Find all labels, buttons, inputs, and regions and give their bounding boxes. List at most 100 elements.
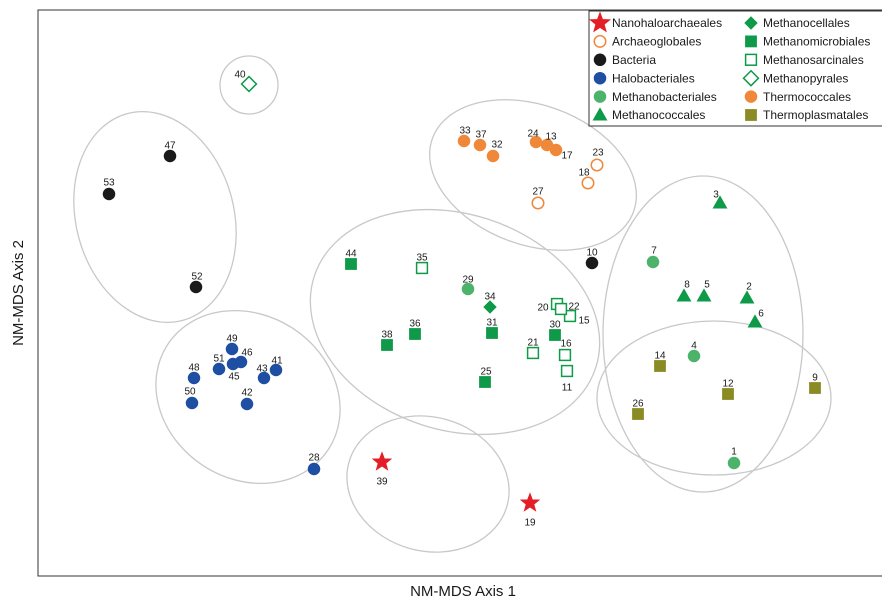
legend-marker-2 [593,34,607,48]
point-7 [646,255,660,269]
point-6 [747,314,763,328]
point-39 [371,451,393,471]
point-label-53: 53 [103,178,115,189]
point-label-26: 26 [632,399,644,410]
point-label-18: 18 [578,168,590,179]
cluster-ellipse-2 [73,110,237,324]
point-label-30: 30 [549,320,561,331]
point-label-48: 48 [188,363,200,374]
point-3 [712,195,728,209]
point-47 [163,149,177,163]
legend-entry-3: Bacteria [612,53,656,67]
data-points [102,75,821,512]
point-label-29: 29 [462,275,474,286]
legend-marker-1 [588,11,612,33]
legend-entry-9: Methanosarcinales [763,53,864,67]
point-label-40: 40 [234,70,246,81]
legend-marker-5 [593,90,607,103]
point-label-51: 51 [213,354,225,365]
legend-entry-5: Methanobacteriales [612,90,717,104]
point-33 [457,134,471,148]
point-51 [212,362,226,376]
point-label-7: 7 [651,246,657,257]
cluster-ellipse-8 [596,320,832,476]
point-label-47: 47 [164,141,176,152]
point-30 [549,329,561,341]
point-label-31: 31 [486,318,498,329]
legend-entry-7: Methanocellales [763,16,850,30]
point-label-41: 41 [271,356,283,367]
point-label-3: 3 [713,190,719,201]
point-label-6: 6 [758,309,764,320]
point-32 [486,149,500,163]
point-label-39: 39 [376,477,388,488]
point-1 [727,456,741,470]
point-43 [257,371,271,385]
point-label-32: 32 [491,140,503,151]
point-18 [581,176,595,190]
legend-marker-10 [742,69,760,87]
point-22 [554,302,568,316]
point-label-37: 37 [475,130,487,141]
cluster-ellipse-7 [602,175,804,493]
point-label-13: 13 [545,132,557,143]
point-14 [654,360,666,372]
point-10 [585,256,599,270]
point-23 [590,158,604,172]
point-2 [739,290,755,304]
point-label-33: 33 [459,126,471,137]
point-21 [526,346,540,360]
point-17 [549,143,563,157]
point-5 [696,288,712,302]
x-axis-label: NM-MDS Axis 1 [410,583,516,600]
cluster-ellipse-3 [155,309,341,485]
point-41 [269,363,283,377]
legend-entry-10: Methanopyrales [763,71,848,85]
point-52 [189,280,203,294]
point-9 [809,382,821,394]
point-label-4: 4 [691,341,697,352]
point-35 [415,261,429,275]
legend-box [588,10,882,127]
legend-marker-7 [744,16,758,30]
point-24 [529,135,543,149]
legend: Nanohaloarchaeales Archaeoglobales Bacteri… [588,10,882,127]
legend-marker-4 [593,71,607,85]
point-label-35: 35 [416,253,428,264]
point-42 [240,397,254,411]
legend-entry-11: Thermococcales [763,90,851,104]
point-label-9: 9 [812,373,818,384]
point-15 [563,309,577,323]
legend-entry-2: Archaeoglobales [612,35,701,49]
point-label-2: 2 [746,282,752,293]
point-36 [409,328,421,340]
point-label-43: 43 [256,364,268,375]
point-label-52: 52 [191,272,203,283]
point-label-20: 20 [537,303,549,314]
point-4 [687,349,701,363]
point-label-23: 23 [592,148,604,159]
point-25 [479,376,491,388]
cluster-ellipse-4 [346,415,510,553]
point-38 [381,339,393,351]
point-8 [676,288,692,302]
legend-marker-11 [744,90,758,103]
legend-marker-6 [592,107,608,121]
point-29 [461,282,475,296]
point-label-14: 14 [654,351,666,362]
legend-marker-8 [745,35,757,48]
point-label-8: 8 [684,280,690,291]
point-40 [240,75,258,93]
point-48 [187,371,201,385]
cluster-ellipses [73,55,832,553]
legend-marker-9 [744,53,758,66]
point-label-44: 44 [345,249,357,260]
point-label-17: 17 [561,151,573,162]
legend-entry-8: Methanomicrobiales [763,35,870,49]
point-label-12: 12 [722,379,734,390]
legend-entry-6: Methanococcales [612,108,705,122]
cluster-ellipse-6 [428,99,638,251]
